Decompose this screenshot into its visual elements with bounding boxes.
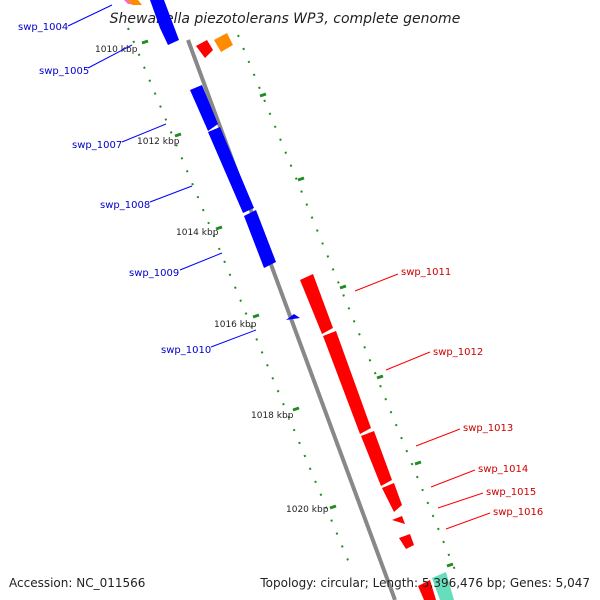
outer-tick-ring xyxy=(237,34,456,571)
gene-label-swp-1009[interactable]: swp_1009 xyxy=(129,268,179,279)
label-leader xyxy=(87,44,133,69)
major-tick xyxy=(252,313,260,319)
major-tick xyxy=(292,406,300,412)
gene-label-swp-1015[interactable]: swp_1015 xyxy=(486,487,536,498)
gene-arrow-swp-1007[interactable] xyxy=(190,85,218,131)
label-leader xyxy=(445,512,491,530)
label-leader xyxy=(121,123,167,143)
major-tick xyxy=(259,92,267,98)
accession-label: Accession: NC_011566 xyxy=(9,576,145,590)
gene-label-swp-1005[interactable]: swp_1005 xyxy=(39,66,89,77)
label-leader xyxy=(149,185,193,203)
gene-arrow-swp-1009[interactable] xyxy=(244,210,276,268)
gene-arrow-forward[interactable] xyxy=(418,580,436,600)
gene-arrow-forward[interactable] xyxy=(196,40,213,58)
label-leader xyxy=(415,428,461,447)
tick-label: 1014 kbp xyxy=(176,228,219,238)
gene-arrow-swp-1005[interactable] xyxy=(150,0,179,45)
tick-label: 1010 kbp xyxy=(95,45,138,55)
tick-label: 1016 kbp xyxy=(214,320,257,330)
gene-label-swp-1014[interactable]: swp_1014 xyxy=(478,464,528,475)
label-leader xyxy=(67,4,113,27)
major-tick xyxy=(329,504,337,510)
gene-label-swp-1010[interactable]: swp_1010 xyxy=(161,345,211,356)
label-leader xyxy=(354,273,399,292)
major-tick xyxy=(446,562,454,568)
gene-label-swp-1011[interactable]: swp_1011 xyxy=(401,267,451,278)
genome-summary: Topology: circular; Length: 5,396,476 bp… xyxy=(259,576,590,590)
gene-arrow-swp-1010[interactable] xyxy=(286,314,300,320)
major-tick xyxy=(215,225,223,231)
gene-arrow-swp-1008[interactable] xyxy=(208,127,254,213)
gene-arrow-swp-1013[interactable] xyxy=(361,431,392,486)
gene-arrow-swp-1012[interactable] xyxy=(323,331,371,434)
label-leader xyxy=(385,351,431,371)
gene-label-swp-1016[interactable]: swp_1016 xyxy=(493,507,543,518)
gene-label-swp-1008[interactable]: swp_1008 xyxy=(100,200,150,211)
major-tick xyxy=(174,132,182,138)
gene-arrow-swp-1014[interactable] xyxy=(382,483,402,512)
label-leader xyxy=(430,469,476,488)
map-title: Shewanella piezotolerans WP3, complete g… xyxy=(110,11,461,27)
tick-label: 1012 kbp xyxy=(137,137,180,147)
gene-arrow-other-teal[interactable] xyxy=(432,572,454,600)
gene-arrow-swp-1015[interactable] xyxy=(392,516,405,524)
gene-arrow-other-orange[interactable] xyxy=(214,33,233,52)
major-tick xyxy=(297,176,305,182)
reverse-leaders xyxy=(67,4,257,348)
major-ticks xyxy=(141,39,454,568)
gene-label-swp-1013[interactable]: swp_1013 xyxy=(463,423,513,434)
major-tick xyxy=(376,374,384,380)
major-tick xyxy=(141,39,149,45)
gene-arrow-swp-1016[interactable] xyxy=(399,534,414,549)
gene-arrow-swp-1011[interactable] xyxy=(300,274,333,334)
gene-label-swp-1004[interactable]: swp_1004 xyxy=(18,22,68,33)
label-leader xyxy=(210,329,257,348)
forward-leaders xyxy=(354,273,491,530)
gene-label-swp-1012[interactable]: swp_1012 xyxy=(433,347,483,358)
gene-label-swp-1007[interactable]: swp_1007 xyxy=(72,140,122,151)
gene-arrow-other-orange[interactable] xyxy=(128,0,142,5)
label-leader xyxy=(437,492,484,509)
major-tick xyxy=(339,284,347,290)
major-tick xyxy=(414,460,422,466)
tick-label: 1018 kbp xyxy=(251,411,294,421)
tick-label: 1020 kbp xyxy=(286,505,329,515)
label-leader xyxy=(179,252,223,271)
